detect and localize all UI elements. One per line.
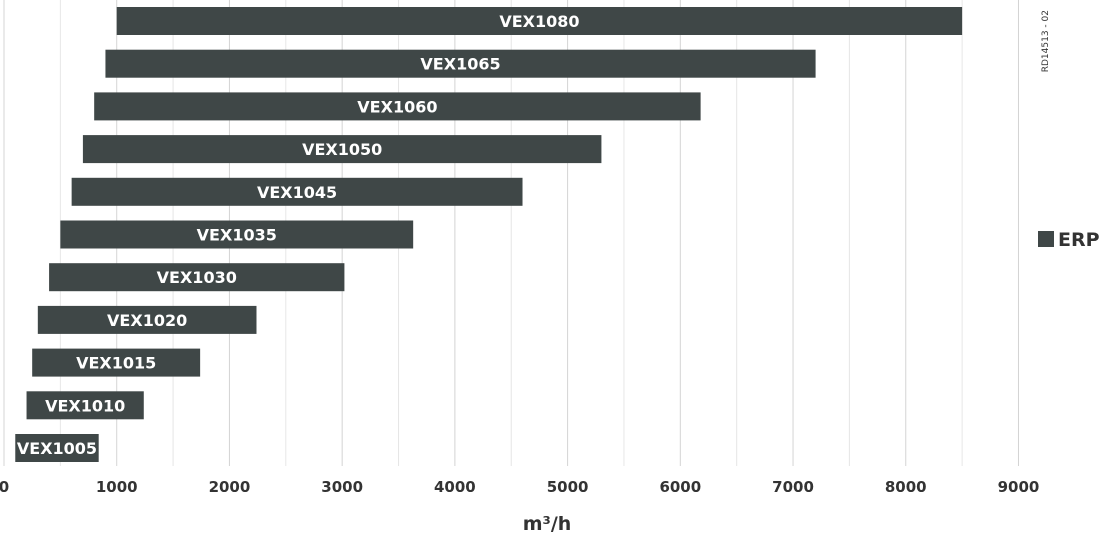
bar-vex1010 [26,391,144,420]
bar-vex1030 [49,263,345,292]
x-tick-label: 4000 [434,478,476,496]
bar-label-vex1005: VEX1005 [17,439,97,458]
bar-label-vex1060: VEX1060 [357,97,437,116]
legend-swatch [1038,231,1054,247]
x-tick-label: 6000 [659,478,701,496]
legend-label-erp: ERP [1058,229,1100,251]
bar-label-vex1035: VEX1035 [197,226,277,245]
bar-label-vex1020: VEX1020 [107,311,187,330]
bar-vex1045 [71,177,523,206]
bar-label-vex1030: VEX1030 [157,268,237,287]
bar-vex1080 [116,7,963,35]
document-code: RD14513 - 02 [1041,10,1051,72]
x-axis-ticks: 0 1000 2000 3000 4000 5000 6000 7000 8000 9000 [0,478,1039,496]
bar-vex1050 [82,135,602,164]
x-tick-label: 9000 [998,478,1040,496]
bar-vex1035 [60,220,414,249]
bar-label-vex1080: VEX1080 [499,12,579,31]
bar-label-vex1050: VEX1050 [302,140,382,159]
bar-vex1005 [15,434,99,462]
x-tick-label: 1000 [96,478,138,496]
x-tick-label: 2000 [209,478,251,496]
x-tick-label: 3000 [321,478,363,496]
x-tick-label: 7000 [772,478,814,496]
bars: VEX1080 VEX1065 VEX1060 VEX1050 VEX1045 VEX10… [15,7,963,462]
bar-vex1065 [105,49,816,78]
x-tick-label: 5000 [547,478,589,496]
bar-label-vex1015: VEX1015 [76,354,156,373]
bar-label-vex1010: VEX1010 [45,396,125,415]
x-axis-title: m³/h [523,513,572,535]
x-tick-label: 8000 [885,478,927,496]
bar-label-vex1065: VEX1065 [420,55,500,74]
bar-vex1060 [94,92,701,121]
x-tick-label: 0 [0,478,9,496]
legend: ERP [1038,229,1100,251]
bar-vex1020 [37,305,257,334]
bar-vex1015 [32,348,201,377]
bar-label-vex1045: VEX1045 [257,183,337,202]
